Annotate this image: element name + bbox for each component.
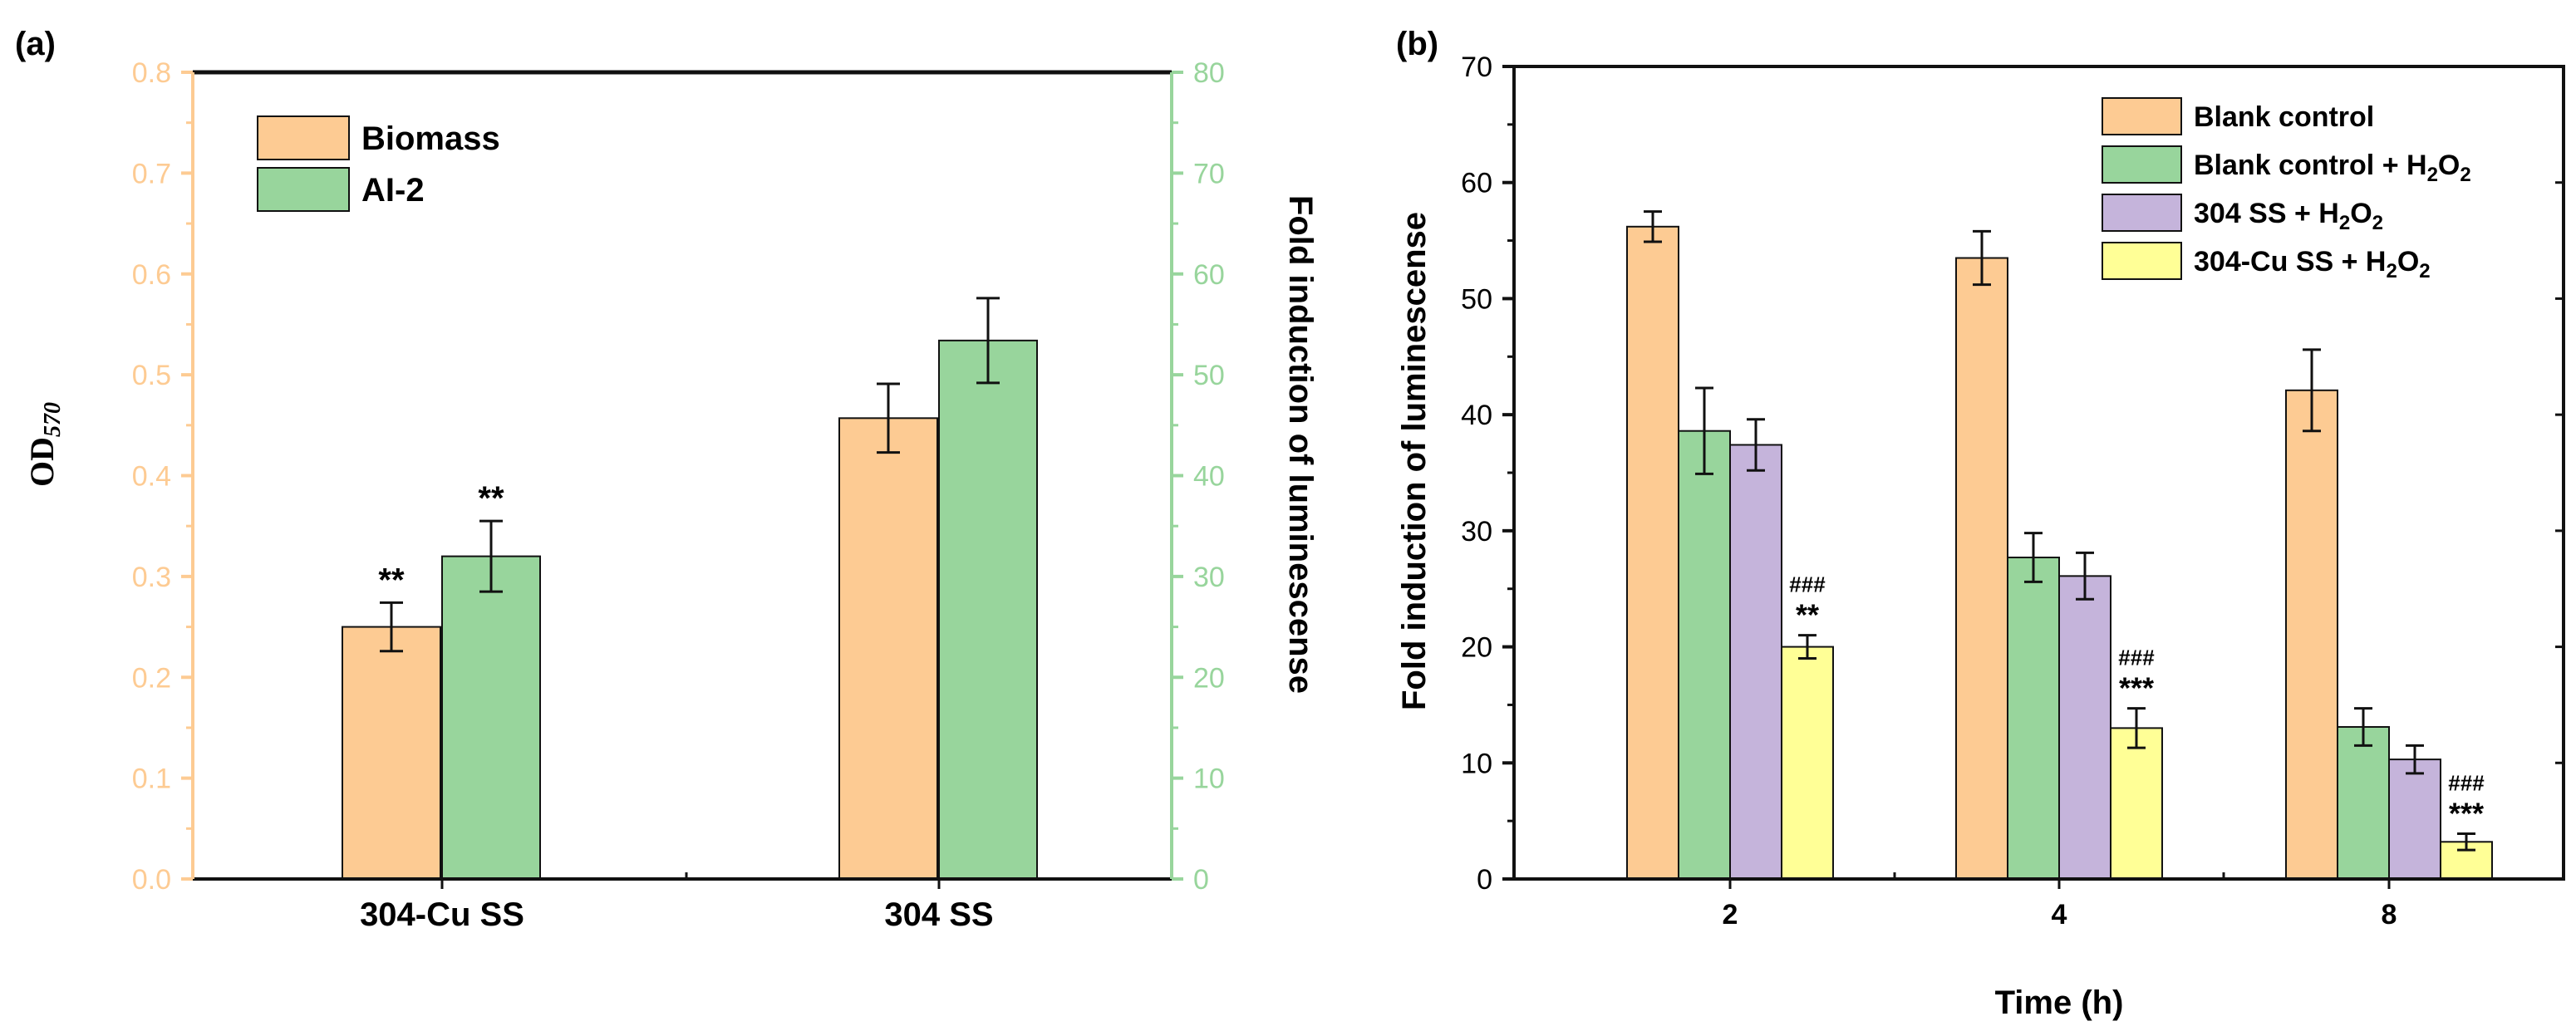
legend-text: Blank control + H [2194,150,2427,181]
y-tick-label: 0.4 [132,461,171,493]
y2-tick-label: 70 [1193,158,1225,189]
x-tick-label: 2 [1723,899,1738,930]
x-tick-label: 4 [2052,899,2067,930]
bar-ai-2-1 [938,339,1038,881]
x-tick-label: 8 [2382,899,2397,930]
legend-text: 304-Cu SS + H [2194,246,2386,277]
legend-swatch-3 [2102,242,2182,280]
y-tick-label: 0.5 [132,360,171,391]
bar-series0-t4 [1955,257,2008,880]
legend-subscript: 2 [2419,260,2430,282]
significance-label: ### [2448,771,2485,796]
y-tick-label: 0.6 [132,259,171,291]
bar-biomass-1 [838,417,938,881]
panel-b-label: (b) [1396,26,1438,62]
y2-tick-label: 80 [1193,57,1225,89]
chart-a: **** 0.00.10.20.30.40.50.60.70.801020304… [23,57,1319,933]
legend-swatch-1 [2102,145,2182,184]
bar-series1-t4 [2007,556,2060,881]
panel-a-label: (a) [15,26,56,62]
legend-subscript: 2 [2427,164,2438,186]
legend-subscript: 2 [2339,212,2350,234]
legend-subscript: 2 [2386,260,2397,282]
chart-a-y-axis-label: OD570 [23,402,66,487]
y2-tick-label: 60 [1193,259,1225,291]
chart-b-x-axis-label: Time (h) [1995,984,2124,1021]
legend-label-0: Biomass [361,120,500,157]
significance-label: ** [378,562,405,598]
y-tick-label: 70 [1461,52,1492,83]
y-tick-label: 0.1 [132,763,171,795]
y2-tick-label: 20 [1193,662,1225,694]
y-tick-label: 0.2 [132,662,171,694]
significance-label: *** [2119,671,2154,705]
legend-text: O [2397,246,2419,277]
chart-b-y-axis-label: Fold induction of luminescense [1396,212,1433,710]
y-tick-label: 0.7 [132,158,171,189]
y-tick-label: 0.3 [132,562,171,593]
y2-tick-label: 40 [1193,461,1225,493]
bar-series2-t2 [1729,444,1782,880]
bar-series3-t2 [1781,646,1834,880]
legend-label-0: Blank control [2194,101,2374,133]
bar-ai-2-0 [441,555,541,880]
y-tick-label: 50 [1461,283,1492,315]
y2-tick-label: 10 [1193,763,1225,795]
bar-series0-t8 [2285,389,2338,880]
legend-swatch-0 [2102,97,2182,135]
significance-label: ** [1796,598,1819,632]
legend-swatch-1 [257,167,350,212]
legend-text: 304 SS + H [2194,198,2339,229]
bar-series1-t2 [1678,430,1731,880]
x-tick-label: 304 SS [884,896,993,933]
significance-label: *** [2449,797,2484,831]
x-tick-label: 304-Cu SS [360,896,524,933]
bar-biomass-0 [342,626,441,880]
legend-subscript: 2 [2372,212,2383,234]
legend-label-3: 304-Cu SS + H2O2 [2194,246,2431,282]
y-tick-label: 0 [1477,864,1492,896]
legend-text: O [2350,198,2372,229]
bar-series2-t8 [2388,759,2441,881]
y-tick-label: 60 [1461,168,1492,199]
bar-series1-t8 [2337,725,2390,881]
bar-series3-t4 [2110,727,2163,880]
y-tick-label: 10 [1461,748,1492,779]
y-tick-label: 30 [1461,516,1492,547]
legend-label-1: Blank control + H2O2 [2194,150,2471,186]
legend-label-2: 304 SS + H2O2 [2194,198,2383,234]
chart-a-y2-axis-label: Fold induction of luminescense [1282,195,1319,694]
legend-text: Blank control [2194,101,2374,133]
significance-label: ** [478,480,504,517]
legend-subscript: 2 [2460,164,2470,186]
significance-label: ### [2118,646,2155,670]
y-tick-label: 20 [1461,632,1492,664]
y-tick-label: 0.8 [132,57,171,89]
chart-a-legend: Biomass AI-2 [257,115,500,212]
legend-text: O [2438,150,2460,181]
significance-label: ### [1789,572,1826,597]
legend-swatch-0 [257,115,350,160]
y-tick-label: 40 [1461,400,1492,431]
y2-tick-label: 30 [1193,562,1225,593]
bar-series2-t4 [2058,575,2111,880]
y-tick-label: 0.0 [132,864,171,896]
legend-label-1: AI-2 [361,172,425,209]
y2-tick-label: 0 [1193,864,1209,896]
bar-series0-t2 [1626,225,1679,880]
legend-swatch-2 [2102,194,2182,232]
y2-tick-label: 50 [1193,360,1225,391]
